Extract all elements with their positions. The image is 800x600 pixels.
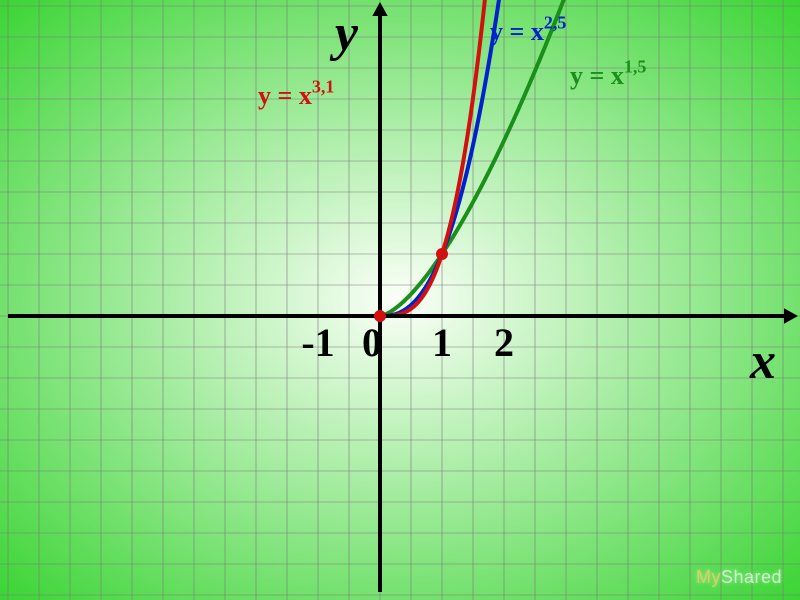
chart-canvas: yx-1012y = x1,5y = x2,5y = x3,1 [0, 0, 800, 600]
chart-background [0, 0, 800, 600]
tick-label: 0 [362, 320, 382, 365]
tick-label: 2 [494, 320, 514, 365]
tick-label: -1 [301, 320, 334, 365]
marker-point-1 [436, 248, 448, 260]
tick-label: 1 [432, 320, 452, 365]
power-function-chart: yx-1012y = x1,5y = x2,5y = x3,1 MyShared [0, 0, 800, 600]
x-axis-label: x [749, 333, 776, 390]
